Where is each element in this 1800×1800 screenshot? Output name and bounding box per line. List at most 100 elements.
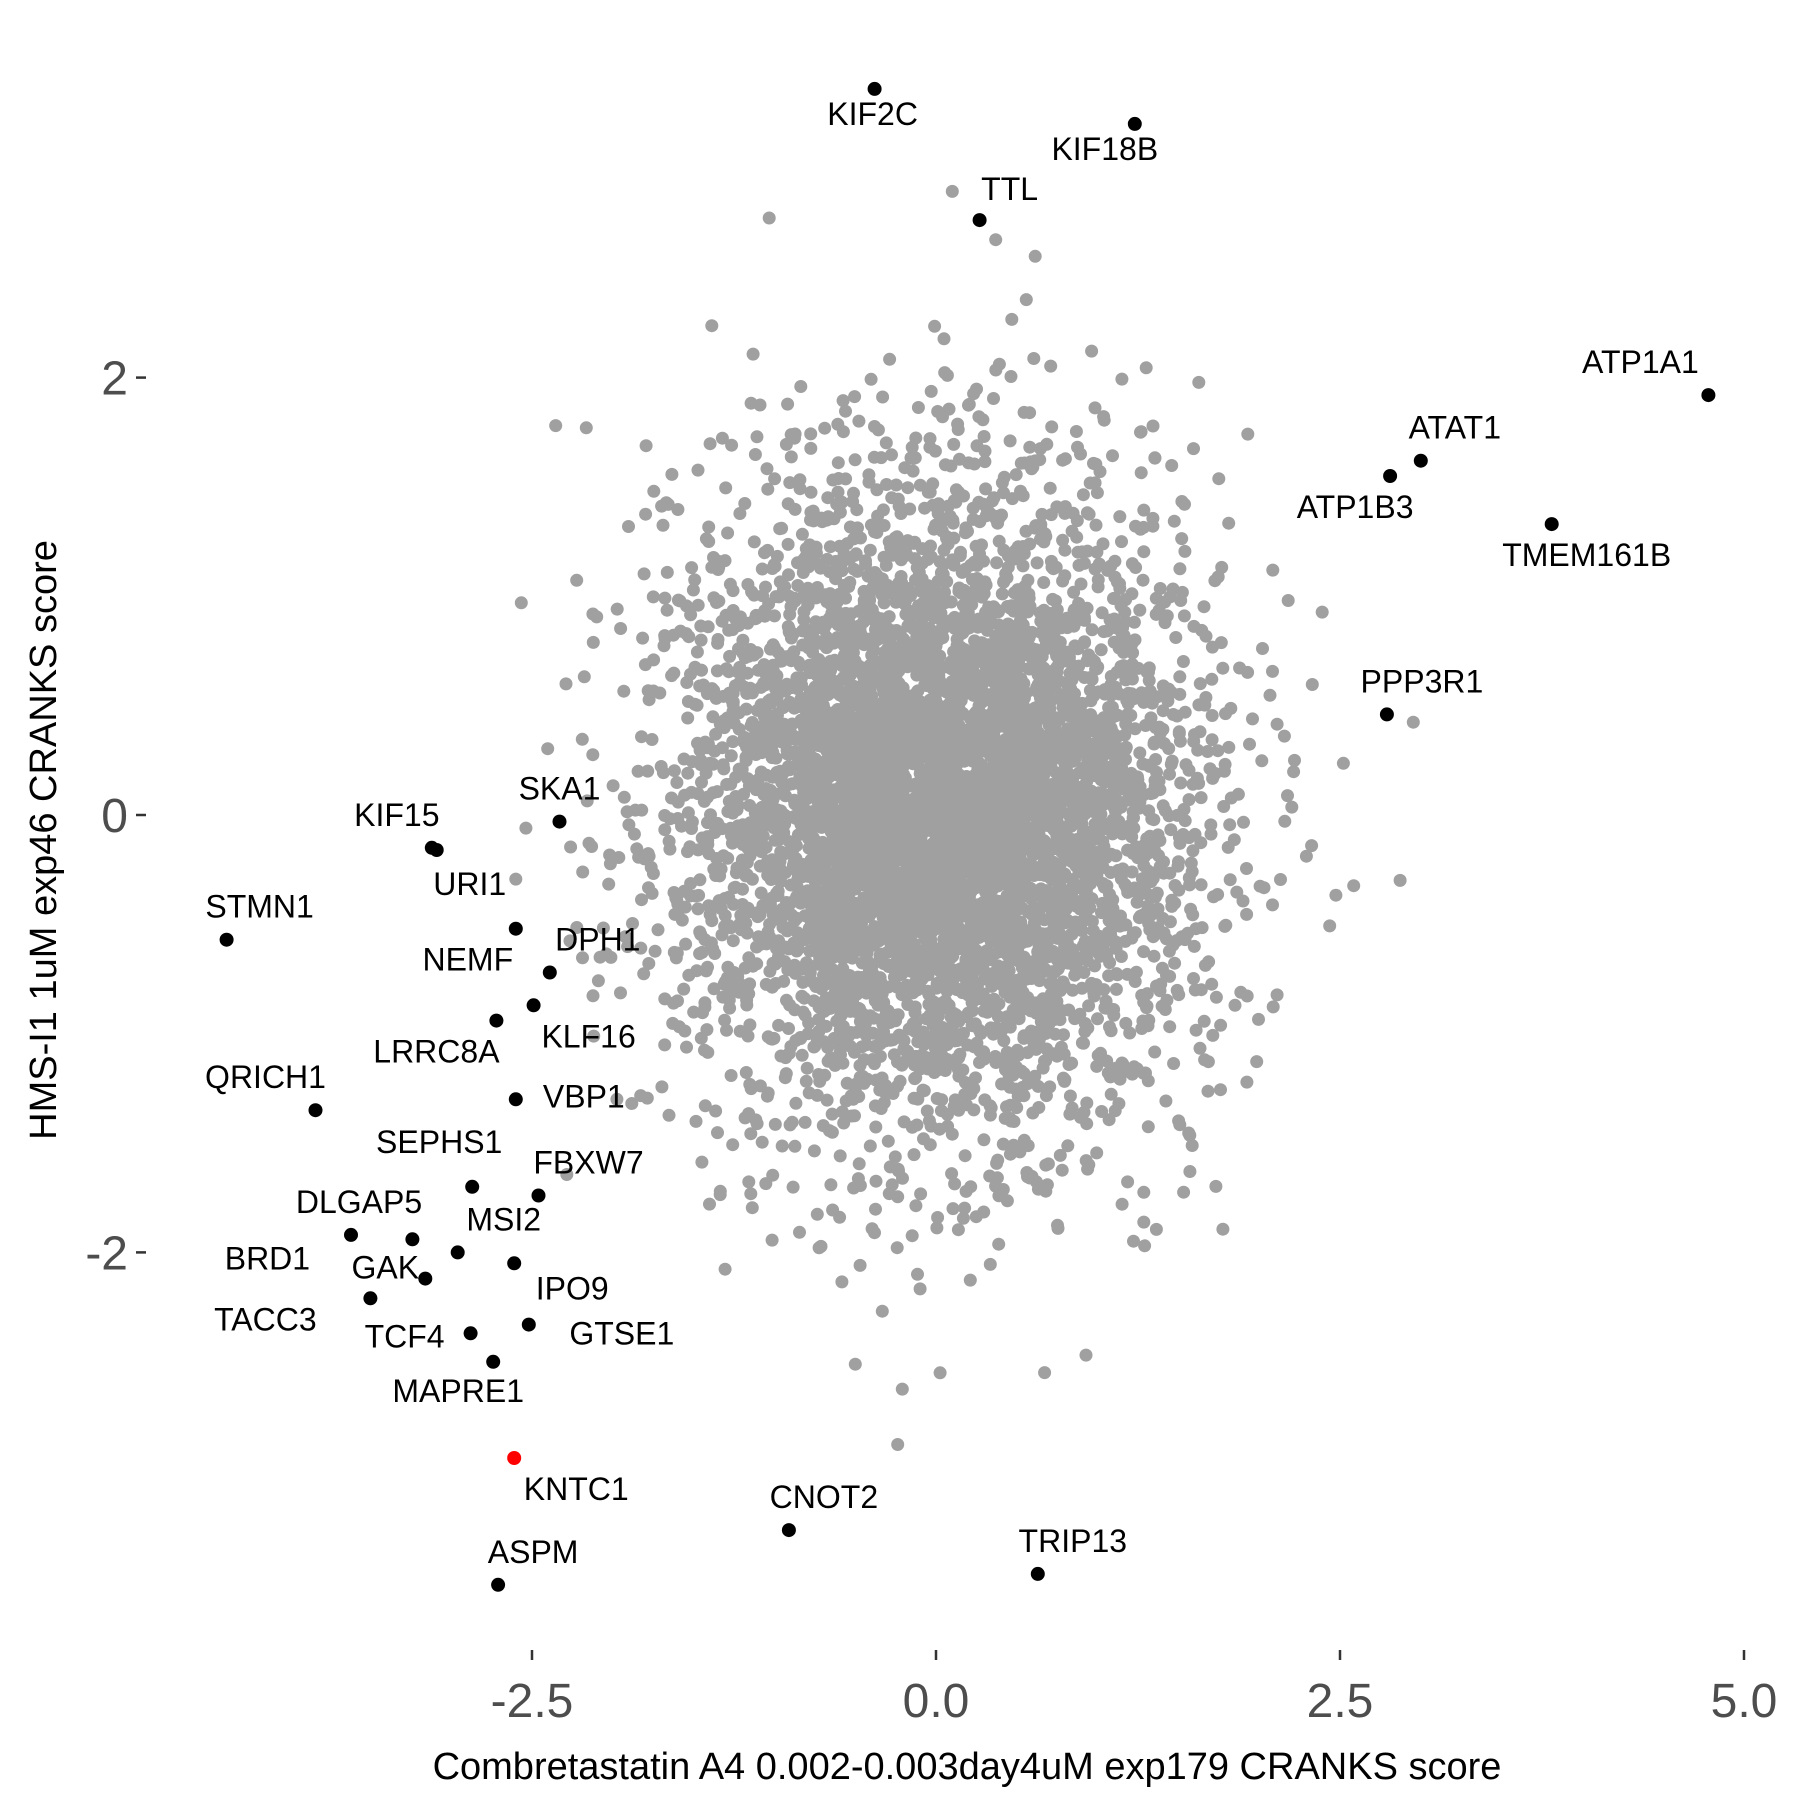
background-point	[732, 762, 746, 776]
background-point	[590, 610, 604, 624]
background-point	[1182, 871, 1196, 885]
background-point	[848, 1357, 862, 1371]
background-point	[1173, 562, 1187, 576]
background-point	[1255, 754, 1269, 768]
background-point	[781, 537, 795, 551]
background-point	[799, 1074, 813, 1088]
background-point	[1138, 1239, 1152, 1253]
background-point	[1039, 1184, 1053, 1198]
background-point	[1174, 776, 1188, 790]
background-point	[1093, 465, 1107, 479]
background-point	[739, 1066, 753, 1079]
background-point	[1115, 827, 1129, 841]
background-point	[821, 491, 835, 505]
background-point	[911, 1267, 924, 1281]
background-point	[679, 937, 693, 951]
background-point	[777, 717, 791, 731]
background-point	[824, 1178, 838, 1192]
background-point	[1088, 817, 1102, 831]
background-point	[1216, 1222, 1230, 1236]
background-point	[1034, 882, 1048, 896]
background-point	[847, 833, 861, 846]
background-point	[783, 476, 797, 490]
background-point	[1329, 888, 1343, 902]
background-point	[1009, 468, 1023, 482]
background-point	[909, 1199, 923, 1213]
background-point	[992, 997, 1006, 1011]
background-point	[819, 733, 833, 747]
background-point	[1206, 1028, 1220, 1042]
background-point	[691, 463, 705, 477]
background-point	[890, 1241, 904, 1255]
background-point	[509, 872, 523, 886]
background-point	[869, 1174, 883, 1188]
background-point	[905, 1229, 919, 1243]
background-point	[785, 1115, 799, 1129]
background-point	[1044, 359, 1058, 373]
background-point	[637, 567, 651, 581]
background-point	[591, 974, 605, 988]
background-point	[1043, 481, 1057, 495]
background-point	[798, 932, 812, 946]
background-point	[753, 908, 767, 922]
background-point	[1147, 949, 1161, 963]
background-point	[806, 975, 820, 989]
background-point	[759, 1177, 773, 1191]
background-point	[996, 1137, 1010, 1151]
background-point	[835, 1275, 849, 1289]
background-point	[1021, 1139, 1035, 1153]
background-point	[1112, 1097, 1126, 1111]
background-point	[852, 414, 866, 428]
background-point	[784, 600, 798, 613]
background-point	[1088, 401, 1102, 415]
background-point	[622, 520, 635, 533]
background-point	[1095, 1105, 1109, 1118]
background-point	[794, 380, 808, 393]
background-point	[1285, 800, 1299, 814]
background-point	[1037, 895, 1051, 909]
background-point	[628, 803, 642, 817]
background-point	[995, 476, 1009, 490]
background-point	[823, 540, 837, 554]
background-point	[908, 552, 922, 566]
background-point	[1197, 1014, 1211, 1028]
background-point	[963, 1273, 977, 1287]
background-point	[795, 527, 809, 541]
background-point	[933, 1366, 947, 1380]
background-point	[1166, 582, 1180, 596]
background-point	[1044, 761, 1058, 774]
background-point	[662, 1108, 676, 1122]
background-point	[992, 1237, 1006, 1251]
background-point	[922, 1114, 936, 1128]
background-point	[930, 1221, 944, 1235]
background-point	[698, 735, 712, 749]
background-point	[1178, 705, 1192, 719]
background-point	[836, 991, 850, 1005]
background-point	[829, 632, 843, 646]
background-point	[769, 751, 783, 765]
background-point	[646, 590, 660, 604]
background-point	[1137, 1215, 1151, 1229]
background-point	[995, 587, 1009, 601]
background-point	[965, 573, 979, 586]
background-point	[1159, 1094, 1173, 1108]
background-point	[1164, 823, 1178, 837]
background-point	[1203, 762, 1217, 776]
background-point	[1102, 1113, 1116, 1127]
background-point	[718, 1262, 732, 1276]
background-point	[810, 787, 824, 801]
background-point	[1017, 1089, 1031, 1103]
background-point	[707, 551, 720, 564]
background-point	[724, 1069, 738, 1082]
background-point	[1027, 352, 1041, 365]
background-point	[1101, 1066, 1115, 1080]
background-point	[802, 560, 816, 574]
background-point	[871, 509, 885, 523]
background-point	[779, 437, 793, 451]
background-point	[617, 684, 631, 698]
background-point	[672, 1020, 686, 1034]
background-point	[1270, 988, 1284, 1002]
background-point	[1240, 1075, 1254, 1089]
background-point	[1204, 818, 1218, 832]
